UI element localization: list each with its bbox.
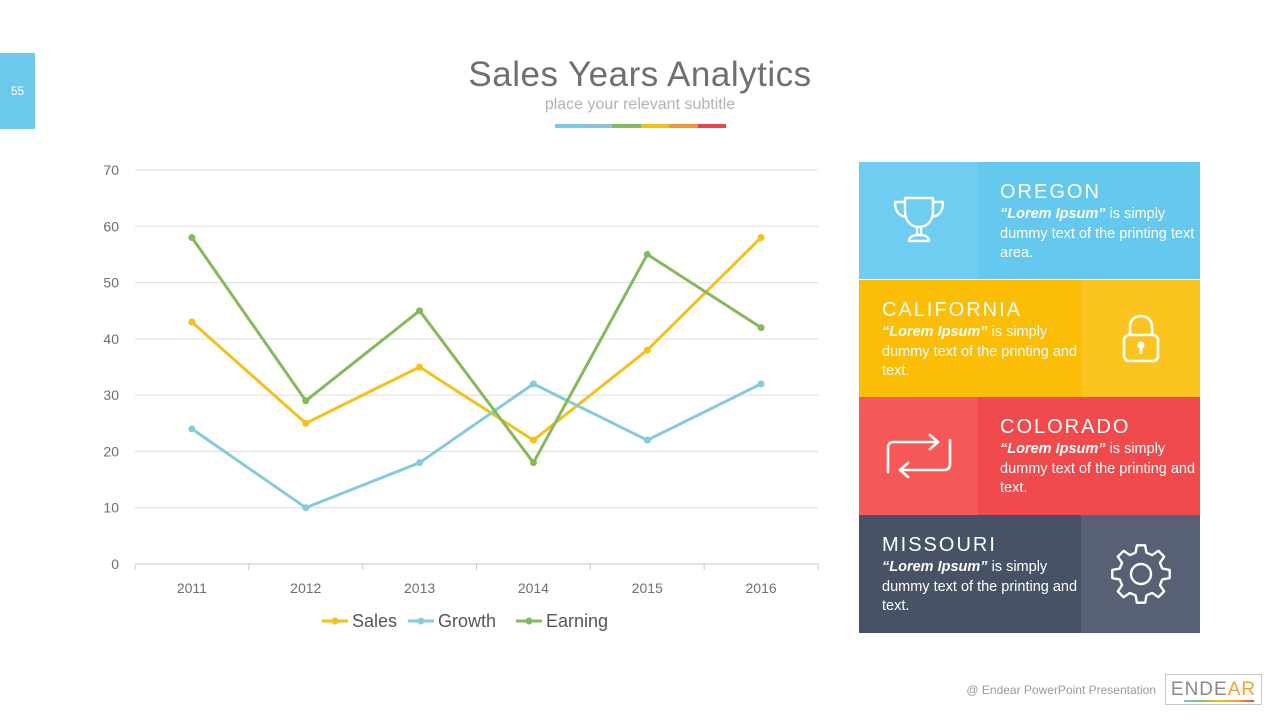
- data-point-growth: [416, 459, 424, 467]
- brand-color-bar: [1184, 700, 1254, 702]
- panel-oregon-title: OREGON: [1000, 181, 1101, 203]
- legend-label-sales: Sales: [352, 611, 397, 631]
- y-tick-label: 70: [103, 162, 119, 178]
- panel-colorado-text-area: COLORADO “Lorem Ipsum” is simply dummy t…: [978, 397, 1200, 515]
- panel-missouri-text-area: MISSOURI “Lorem Ipsum” is simply dummy t…: [859, 515, 1081, 633]
- brand-logo-main: ENDE: [1170, 678, 1228, 700]
- legend-label-earning: Earning: [546, 611, 608, 631]
- legend-label-growth: Growth: [438, 611, 496, 631]
- panel-oregon-desc: “Lorem Ipsum” is simply dummy text of th…: [1000, 206, 1195, 261]
- line-chart: 0 10 20 30 40 50 60 70 2011 2012 2013 2014 2015 2016 S…: [103, 162, 819, 631]
- series-line-sales: [190, 236, 763, 442]
- gear-icon: [1110, 544, 1171, 604]
- series-line-growth: [191, 382, 762, 510]
- data-point-earning: [416, 307, 424, 315]
- panel-oregon-icon-area: [859, 162, 978, 279]
- x-tick-label: 2012: [290, 580, 321, 596]
- panel-colorado-desc: “Lorem Ipsum” is simply dummy text of th…: [1000, 441, 1196, 496]
- data-point-sales: [302, 419, 310, 427]
- y-tick-label: 50: [103, 275, 119, 291]
- y-tick-label: 0: [111, 556, 119, 572]
- panel-colorado-icon-area: [859, 397, 978, 515]
- panel-missouri-title: MISSOURI: [882, 534, 997, 556]
- page-number: 55: [0, 53, 35, 129]
- trophy-icon: [893, 196, 944, 242]
- title-color-bar: [555, 124, 726, 128]
- series-line-earning: [190, 236, 762, 465]
- legend-marker-sales: [331, 617, 339, 625]
- x-tick-label: 2011: [177, 580, 207, 596]
- color-bar-segment: [555, 124, 584, 128]
- data-point-growth: [757, 380, 765, 388]
- brand-logo-accent: AR: [1227, 678, 1257, 700]
- panel-missouri: MISSOURI “Lorem Ipsum” is simply dummy t…: [859, 515, 1200, 633]
- panel-colorado: COLORADO “Lorem Ipsum” is simply dummy t…: [859, 397, 1200, 515]
- panel-colorado-title: COLORADO: [1000, 416, 1131, 438]
- panel-missouri-icon-area: [1081, 515, 1200, 633]
- y-tick-label: 40: [103, 331, 119, 347]
- data-point-sales: [643, 346, 651, 354]
- data-point-sales: [188, 318, 196, 326]
- color-bar-segment: [697, 124, 726, 128]
- legend-marker-earning: [525, 617, 533, 625]
- slide-title: Sales Years Analytics: [468, 55, 812, 94]
- footer-text: @ Endear PowerPoint Presentation: [966, 683, 1156, 697]
- data-point-earning: [643, 250, 651, 258]
- data-point-growth: [529, 380, 537, 388]
- color-bar-segment: [669, 124, 698, 128]
- panel-missouri-desc: “Lorem Ipsum” is simply dummy text of th…: [882, 559, 1078, 614]
- panel-california-desc: “Lorem Ipsum” is simply dummy text of th…: [882, 324, 1078, 379]
- slide-subtitle: place your relevant subtitle: [544, 96, 736, 113]
- data-point-growth: [643, 436, 651, 444]
- brand-logo: ENDE AR: [1165, 674, 1262, 705]
- y-tick-label: 20: [103, 443, 119, 459]
- data-point-growth: [188, 425, 196, 433]
- y-tick-label: 30: [103, 387, 119, 403]
- data-point-earning: [188, 234, 196, 242]
- panel-california: CALIFORNIA “Lorem Ipsum” is simply dummy…: [859, 280, 1200, 397]
- data-point-sales: [416, 363, 424, 371]
- data-point-earning: [757, 324, 765, 332]
- data-point-sales: [529, 436, 537, 444]
- x-tick-label: 2016: [746, 580, 777, 596]
- data-point-earning: [529, 459, 537, 467]
- data-point-growth: [302, 504, 310, 512]
- data-point-sales: [757, 234, 765, 242]
- panel-oregon-text-area: OREGON “Lorem Ipsum” is simply dummy tex…: [978, 162, 1200, 279]
- panel-california-text-area: CALIFORNIA “Lorem Ipsum” is simply dummy…: [859, 280, 1081, 397]
- panel-oregon: OREGON “Lorem Ipsum” is simply dummy tex…: [859, 162, 1200, 279]
- x-tick-label: 2014: [518, 580, 549, 596]
- color-bar-segment: [612, 124, 641, 128]
- x-tick-label: 2015: [632, 580, 663, 596]
- panel-california-title: CALIFORNIA: [882, 299, 1023, 321]
- lock-icon: [1122, 314, 1159, 362]
- panel-california-icon-area: [1081, 280, 1200, 397]
- legend-marker-growth: [417, 617, 425, 625]
- y-tick-label: 60: [103, 218, 119, 234]
- color-bar-segment: [583, 124, 612, 128]
- x-tick-label: 2013: [404, 580, 435, 596]
- repeat-icon: [886, 433, 951, 479]
- color-bar-segment: [640, 124, 669, 128]
- y-tick-label: 10: [103, 500, 119, 516]
- data-point-earning: [302, 397, 310, 405]
